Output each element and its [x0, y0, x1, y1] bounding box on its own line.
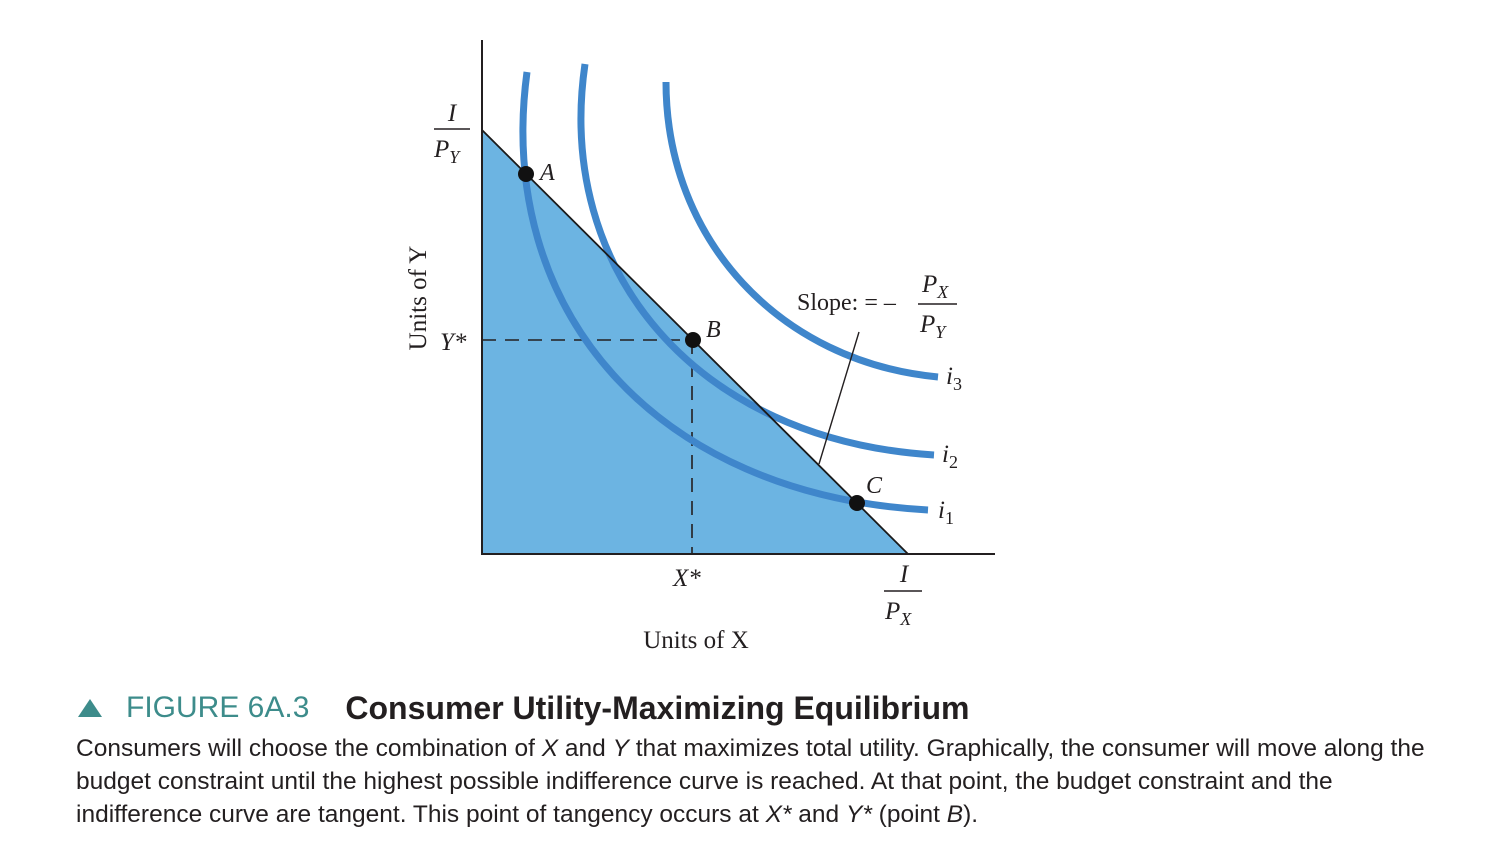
figure-title: Consumer Utility-Maximizing Equilibrium [345, 689, 970, 726]
slope-annotation: Slope: = – PX PY [797, 271, 957, 342]
x-star-label: X* [672, 565, 701, 592]
x-intercept-denominator: PX [884, 598, 912, 629]
figure-caption: FIGURE 6A.3 Consumer Utility-Maximizing … [76, 686, 1456, 831]
caption-header: FIGURE 6A.3 Consumer Utility-Maximizing … [76, 686, 1456, 730]
y-intercept-label: I PY [433, 100, 470, 167]
y-axis-title: Units of Y [405, 246, 432, 351]
point-a-label: A [538, 160, 555, 186]
curve-label-i1: i1 [938, 497, 954, 528]
point-a-marker [518, 166, 534, 182]
slope-leader-line [818, 331, 860, 465]
figure-number: FIGURE 6A.3 [126, 691, 310, 724]
curve-label-i3: i3 [946, 363, 962, 394]
y-intercept-numerator: I [447, 100, 458, 127]
indifference-curve-i3 [662, 81, 939, 381]
consumer-equilibrium-diagram: A B C Units of Y Units of X I PY Y* X* I… [405, 40, 995, 654]
point-b-marker [685, 332, 701, 348]
slope-numerator: PX [921, 271, 949, 302]
indifference-curve-i2 [577, 63, 935, 459]
caption-body: Consumers will choose the combination of… [76, 735, 1425, 828]
x-intercept-numerator: I [899, 561, 910, 588]
point-c-label: C [866, 473, 883, 499]
y-star-label: Y* [440, 329, 467, 356]
point-c-marker [849, 495, 865, 511]
point-b-label: B [706, 317, 721, 343]
x-axis-title: Units of X [643, 627, 749, 654]
slope-prefix: Slope: = – [797, 290, 897, 316]
x-intercept-label: I PX [884, 561, 922, 629]
slope-denominator: PY [919, 311, 947, 342]
curve-label-i2: i2 [942, 441, 958, 472]
triangle-marker-icon [78, 699, 102, 717]
y-intercept-denominator: PY [433, 136, 461, 167]
